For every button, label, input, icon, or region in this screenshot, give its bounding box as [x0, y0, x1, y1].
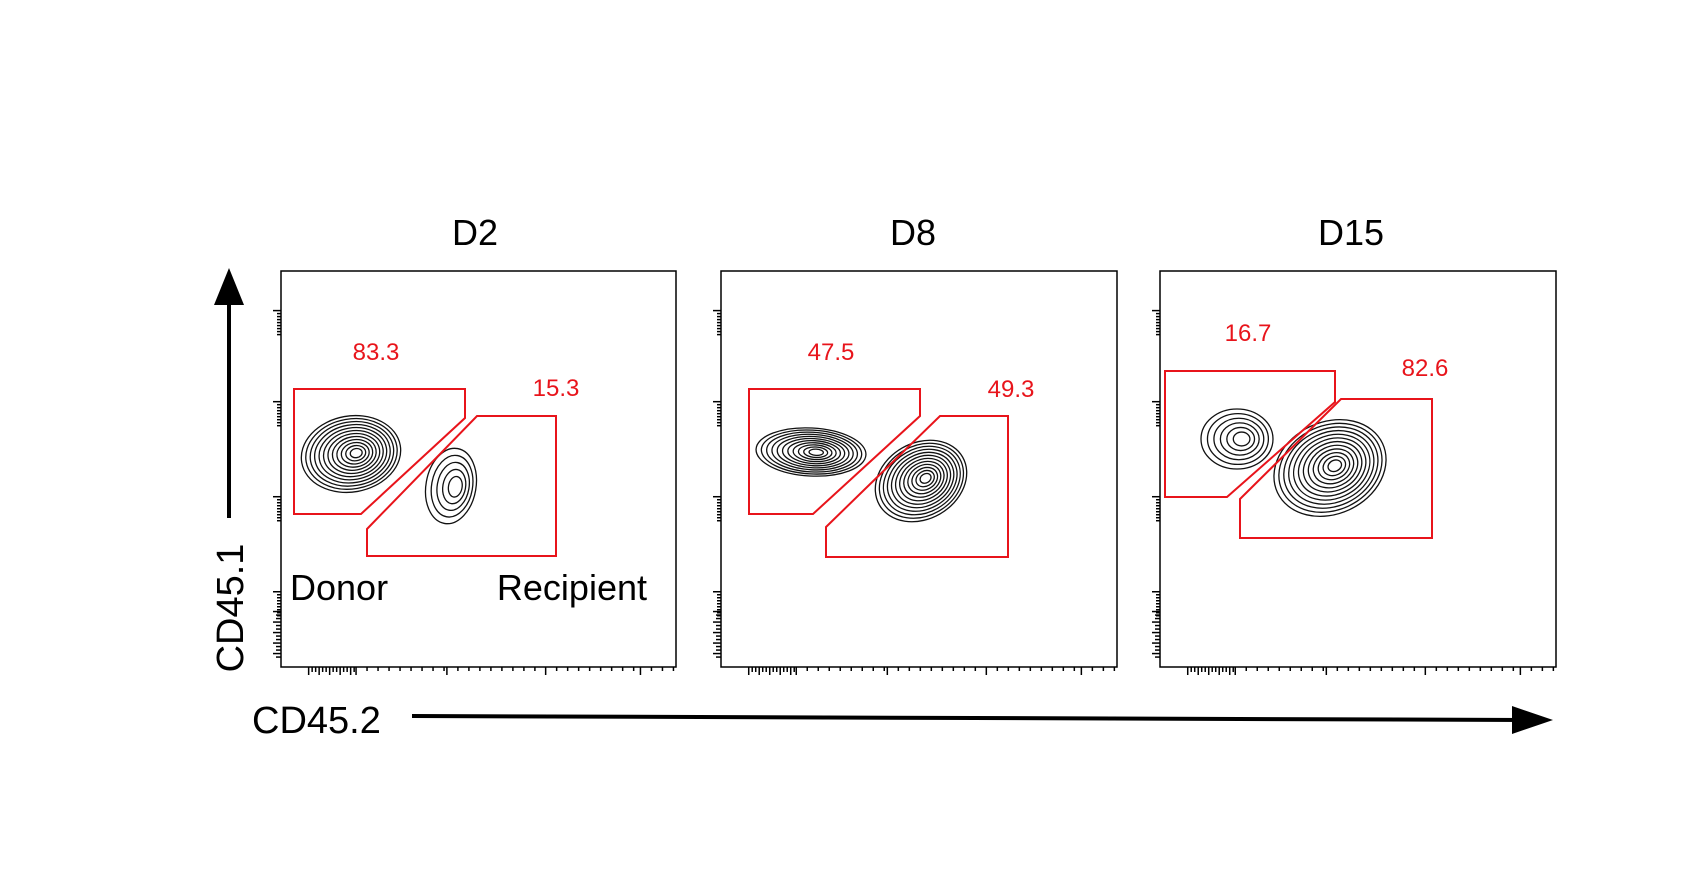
- contour-line: [1200, 408, 1274, 470]
- gate-percent-recipient: 82.6: [1402, 355, 1449, 382]
- contour-population: [424, 447, 478, 525]
- panel-d15: 16.7 82.6: [1152, 270, 1557, 675]
- x-axis-label: CD45.2: [252, 700, 381, 742]
- contour-line: [803, 446, 829, 459]
- contour-line: [1322, 455, 1347, 477]
- contour-line: [336, 438, 374, 468]
- contour-line: [447, 475, 463, 498]
- contour-line: [1283, 426, 1379, 509]
- contour-line: [760, 429, 863, 475]
- contour-line: [314, 423, 391, 484]
- contour-line: [907, 463, 942, 495]
- contour-line: [792, 442, 837, 463]
- contour-line: [886, 448, 958, 512]
- contour-line: [309, 420, 395, 487]
- contour-line: [797, 444, 833, 461]
- contour-line: [305, 417, 398, 490]
- contour-line: [430, 454, 474, 518]
- gate-percent-donor: 47.5: [808, 339, 855, 366]
- axis-ticks: [273, 309, 675, 675]
- gate-percent-donor: 83.3: [353, 339, 400, 366]
- contour-line: [878, 442, 965, 519]
- contour-line: [899, 457, 948, 502]
- contour-line: [300, 414, 402, 494]
- gate-recipient: [366, 415, 557, 557]
- panel-d8: 47.5 49.3: [713, 270, 1118, 675]
- panel-title-d15: D15: [1318, 212, 1384, 253]
- axis-ticks: [1152, 309, 1555, 675]
- contour-line: [755, 427, 867, 477]
- contour-line: [766, 431, 859, 473]
- gate-percent-recipient: 15.3: [533, 375, 580, 402]
- contour-population: [1273, 418, 1387, 518]
- contour-line: [882, 445, 961, 516]
- contour-line: [911, 466, 939, 491]
- contour-line: [1288, 429, 1375, 505]
- contour-population: [1200, 408, 1274, 470]
- gate-donor: [1164, 370, 1336, 498]
- gate-recipient: [1239, 398, 1433, 539]
- contour-line: [1297, 437, 1367, 497]
- plot-frame: [1159, 270, 1557, 668]
- donor-label: Donor: [290, 567, 388, 608]
- contour-line: [349, 447, 363, 459]
- contour-line: [781, 437, 846, 467]
- contour-line: [874, 439, 968, 523]
- contour-line: [919, 472, 932, 484]
- x-arrowhead-icon: [1512, 706, 1553, 734]
- contour-line: [1219, 422, 1260, 456]
- contour-line: [1292, 433, 1371, 501]
- contour-line: [1278, 422, 1383, 513]
- panel-d2: 83.3 15.3: [273, 270, 677, 675]
- contour-population: [755, 427, 867, 477]
- plot-frame: [280, 270, 677, 668]
- y-arrowhead-icon: [214, 268, 244, 305]
- contour-line: [424, 447, 478, 525]
- contour-line: [322, 429, 384, 478]
- plot-frame: [720, 270, 1118, 668]
- contour-line: [1206, 412, 1270, 466]
- contour-line: [1232, 431, 1251, 447]
- contour-line: [895, 454, 952, 505]
- contour-line: [318, 426, 388, 481]
- contour-line: [787, 439, 842, 465]
- contour-population: [300, 414, 402, 494]
- panel-title-d2: D2: [452, 212, 498, 253]
- contour-line: [1302, 440, 1363, 493]
- contour-line: [776, 435, 850, 469]
- x-axis-arrow: [411, 714, 1526, 722]
- contour-line: [771, 433, 854, 471]
- contour-line: [1307, 444, 1359, 489]
- gate-donor: [748, 388, 921, 515]
- gate-recipient: [825, 415, 1009, 558]
- contour-line: [441, 468, 467, 505]
- contour-line: [808, 448, 825, 457]
- contour-line: [1317, 451, 1351, 481]
- contour-line: [436, 461, 471, 512]
- contour-line: [1273, 418, 1387, 518]
- contour-population: [874, 439, 968, 523]
- contour-line: [345, 444, 367, 462]
- contour-line: [331, 435, 377, 471]
- gate-percent-donor: 16.7: [1225, 320, 1272, 347]
- contour-line: [340, 441, 370, 465]
- panel-title-d8: D8: [890, 212, 936, 253]
- contour-line: [903, 460, 945, 498]
- contour-line: [890, 451, 955, 509]
- gate-percent-recipient: 49.3: [988, 376, 1035, 403]
- contour-line: [1312, 448, 1355, 485]
- axis-ticks: [713, 309, 1116, 675]
- contour-line: [1213, 417, 1265, 461]
- y-axis-label: CD45.1: [210, 544, 252, 673]
- recipient-label: Recipient: [497, 567, 647, 608]
- contour-line: [327, 432, 381, 475]
- contour-line: [1226, 426, 1256, 452]
- contour-line: [1327, 459, 1343, 473]
- gate-donor: [293, 388, 466, 515]
- contour-line: [915, 469, 935, 488]
